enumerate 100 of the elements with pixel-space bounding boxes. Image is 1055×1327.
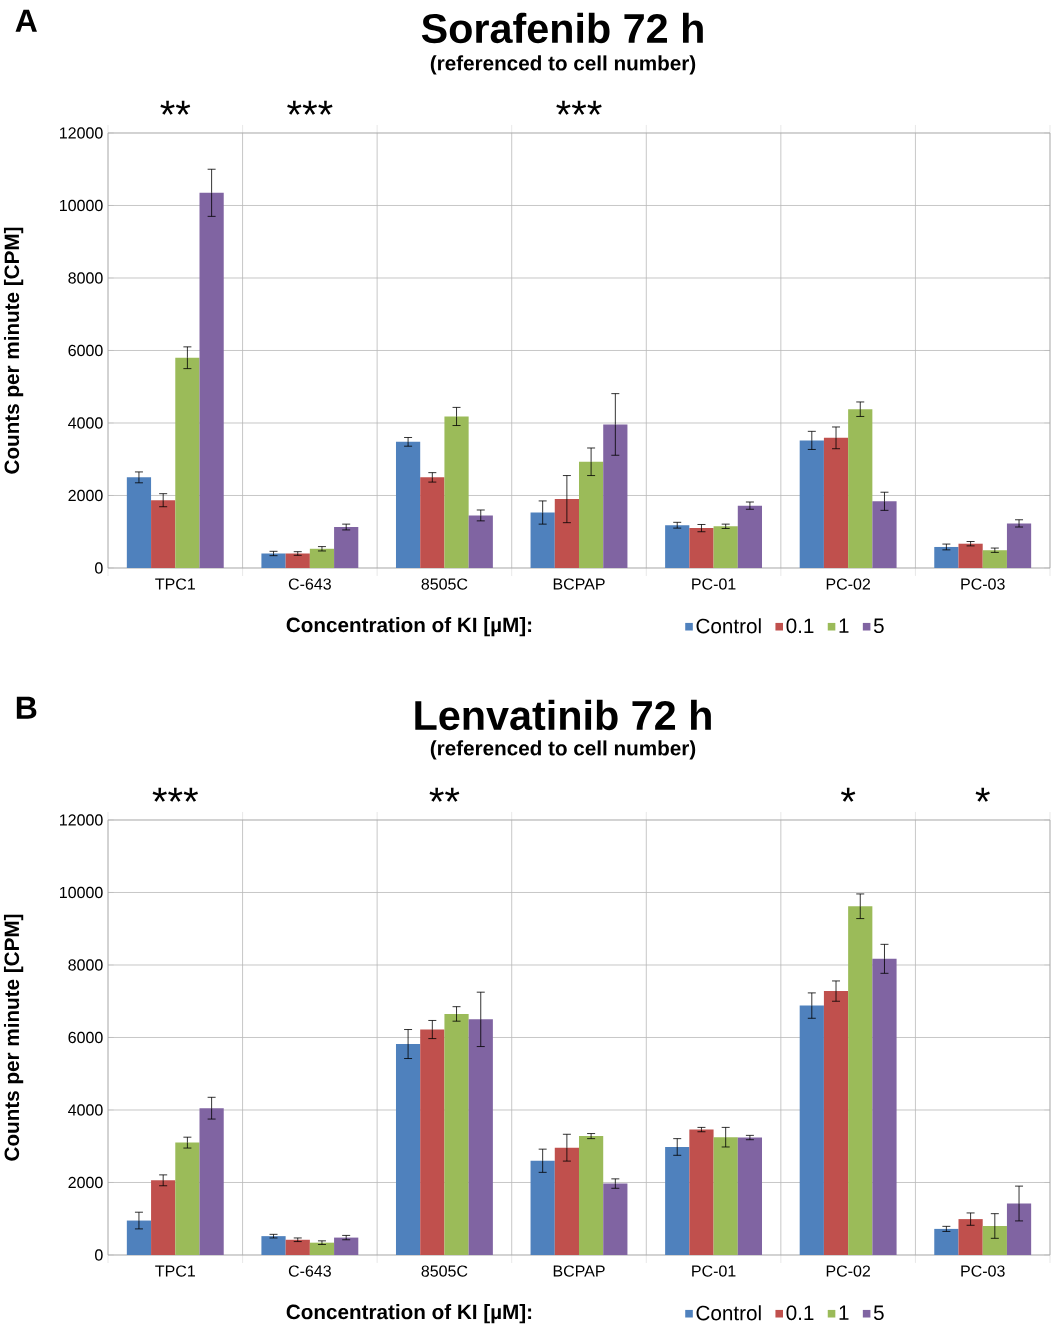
y-tick-label: 12000 [60,814,103,826]
x-tick-label: C-643 [288,1265,331,1277]
bar [1006,523,1032,568]
bar [261,553,286,568]
x-tick-label: PC-01 [692,1265,736,1277]
bar [958,1219,983,1255]
bar [689,528,714,568]
legend-label: 1 [839,618,849,633]
legend-label: 5 [873,1305,884,1321]
bar [420,1029,445,1255]
bar [934,1228,959,1255]
bar [737,505,763,568]
bar [444,1013,469,1255]
bar [872,958,897,1255]
x-tick-label: BCPAP [553,578,605,590]
bar [958,543,983,568]
chart-title: Sorafenib 72 h [421,12,703,44]
bar [468,515,493,568]
bar [603,424,628,568]
bar [554,499,579,568]
bar [823,991,849,1255]
bar [175,357,200,568]
bar [982,550,1007,568]
y-tick-label: 8000 [68,272,103,284]
x-tick-label: C-643 [288,578,331,590]
chart-title: Lenvatinib 72 h [415,699,711,731]
bar [934,546,959,568]
bar [285,553,310,568]
x-tick-label: PC-03 [961,1265,1005,1277]
x-tick-label: PC-02 [826,1265,870,1277]
text: B [16,696,37,719]
bar [1006,1203,1032,1255]
bar [530,512,555,568]
chart-subtitle: (referenced to cell number) [430,55,696,75]
bar [309,548,335,568]
y-tick-label: 8000 [68,959,103,971]
bar [872,501,897,568]
y-tick-label: 2000 [68,489,103,502]
text: * [975,787,990,802]
bar [665,525,690,568]
bar [579,461,604,568]
x-tick-label: PC-02 [826,578,870,590]
bar [199,192,224,568]
y-tick-label: 2000 [68,1176,103,1189]
y-tick-label: 0 [95,562,103,574]
chart-subtitle: (referenced to cell number) [430,740,696,760]
bar [689,1129,714,1255]
x-tick-label: PC-03 [961,578,1005,590]
bar [151,500,176,568]
bar [126,477,152,568]
y-tick-label: 10000 [60,886,103,899]
x-tick-label: 8505C [421,1265,468,1277]
bar [285,1239,310,1255]
legend-label: Control [696,1305,761,1321]
text: ** [429,787,460,802]
text: A [15,9,37,32]
legend-title: Concentration of KI [µM]: [286,1304,532,1324]
bar [713,1137,738,1255]
bar [848,906,873,1255]
bar [799,1005,824,1255]
bar [665,1146,690,1255]
y-tick-label: 0 [95,1249,103,1261]
text: *** [556,100,602,115]
x-tick-label: 8505C [421,578,468,590]
y-tick-label: 6000 [68,1031,103,1044]
bar [468,1019,493,1255]
bar [334,1237,359,1255]
bar [126,1220,152,1255]
bar [309,1242,335,1255]
text: * [841,787,856,802]
text: *** [152,787,199,802]
legend-label: 0.1 [786,618,814,634]
text: *** [287,100,333,115]
bar [603,1183,628,1255]
bar [799,440,824,568]
bar [444,416,469,568]
x-tick-label: TPC1 [155,1265,195,1277]
text: ** [160,100,191,115]
bar [713,526,738,568]
bar [982,1225,1007,1255]
y-axis-title: Counts per minute [CPM] [3,914,24,1161]
bar [175,1142,200,1255]
bar [554,1147,579,1255]
bar [261,1236,286,1255]
legend-label: 1 [839,1305,849,1320]
legend-title: Concentration of KI [µM]: [286,617,532,637]
bar [199,1108,224,1255]
legend-label: 0.1 [786,1305,814,1321]
y-tick-label: 4000 [68,1104,103,1116]
legend-label: 5 [873,618,884,634]
bar [530,1160,555,1255]
y-tick-label: 6000 [68,344,103,357]
x-tick-label: TPC1 [155,578,195,590]
bar [848,409,873,568]
bar [737,1137,763,1255]
x-tick-label: PC-01 [692,578,736,590]
y-tick-label: 10000 [60,199,103,212]
bar [579,1136,604,1255]
x-tick-label: BCPAP [553,1265,605,1277]
y-axis-title: Counts per minute [CPM] [3,227,24,474]
